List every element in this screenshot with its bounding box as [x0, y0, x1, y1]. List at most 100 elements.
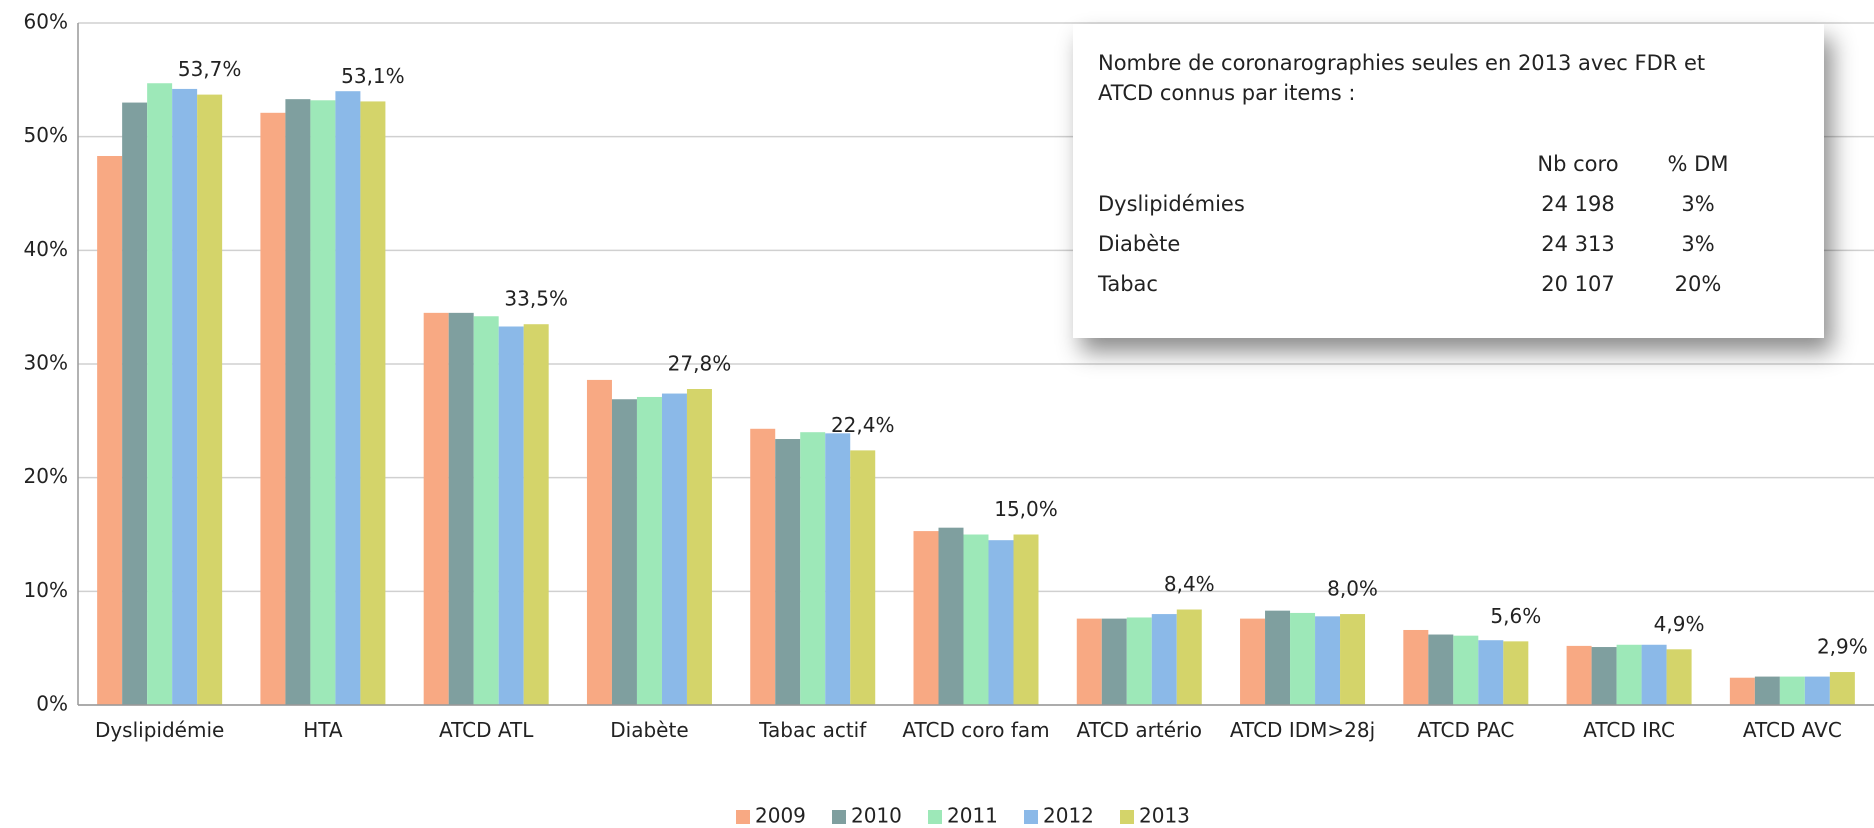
legend-swatch: [928, 810, 942, 824]
y-tick-label: 20%: [24, 464, 68, 488]
bar: [1340, 614, 1366, 705]
x-tick-label: HTA: [303, 718, 343, 742]
bar: [1101, 618, 1127, 705]
x-tick-label: ATCD AVC: [1742, 718, 1842, 742]
inset-box: Nombre de coronarographies seules en 201…: [1073, 24, 1824, 338]
bar: [938, 527, 964, 705]
inset-row: Diabète 24 313 3%: [1098, 224, 1758, 264]
y-tick-label: 40%: [24, 237, 68, 261]
data-label: 33,5%: [504, 287, 568, 311]
bar: [1566, 645, 1592, 705]
bar: [1240, 618, 1266, 705]
legend-label: 2010: [851, 804, 902, 828]
bar: [1729, 677, 1755, 705]
x-tick-label: ATCD PAC: [1417, 718, 1515, 742]
bar: [1503, 641, 1529, 705]
x-tick-label: Diabète: [610, 718, 689, 742]
bar: [661, 393, 687, 705]
bar: [285, 99, 311, 705]
bar: [1076, 618, 1102, 705]
bar: [611, 399, 637, 705]
bar: [586, 379, 612, 705]
bar: [423, 312, 449, 705]
data-label: 8,4%: [1164, 572, 1215, 596]
bar: [1315, 616, 1341, 705]
bar: [448, 312, 474, 705]
bar: [97, 155, 123, 706]
bar: [1779, 676, 1805, 705]
bar: [1453, 635, 1479, 705]
row-label: Tabac: [1098, 272, 1158, 296]
bar: [988, 540, 1014, 705]
bar: [172, 88, 198, 706]
bar: [1616, 644, 1642, 705]
legend-swatch: [1120, 810, 1134, 824]
cell: 3%: [1681, 192, 1715, 216]
y-tick-label: 50%: [24, 123, 68, 147]
data-label: 53,1%: [341, 64, 405, 88]
x-tick-label: Dyslipidémie: [94, 718, 225, 742]
y-tick-label: 60%: [24, 10, 68, 34]
data-label: 15,0%: [994, 497, 1058, 521]
inset-table: Nb coro % DM Dyslipidémies 24 198 3% Dia…: [1098, 144, 1758, 304]
row-label: Diabète: [1098, 232, 1181, 256]
bar: [1829, 672, 1855, 705]
data-label: 27,8%: [668, 352, 732, 376]
bar: [122, 102, 148, 706]
bar: [1290, 612, 1316, 705]
legend-label: 2009: [755, 804, 806, 828]
bar: [636, 396, 662, 705]
cell: 3%: [1681, 232, 1715, 256]
bar: [1126, 617, 1152, 705]
bar: [1754, 676, 1780, 705]
bar: [310, 100, 336, 705]
bar: [473, 316, 499, 705]
inset-row: Dyslipidémies 24 198 3%: [1098, 184, 1758, 224]
cell: 24 313: [1541, 232, 1615, 256]
column-header: % DM: [1667, 152, 1729, 176]
data-label: 4,9%: [1654, 612, 1705, 636]
legend-label: 2012: [1043, 804, 1094, 828]
bar: [260, 112, 286, 705]
x-tick-label: Tabac actif: [759, 718, 867, 742]
column-header: Nb coro: [1537, 152, 1619, 176]
bar: [498, 326, 524, 705]
data-label: 22,4%: [831, 413, 895, 437]
bar: [360, 101, 386, 706]
x-tick-label: ATCD IRC: [1583, 718, 1675, 742]
bar: [147, 83, 173, 705]
bar: [850, 450, 876, 705]
y-tick-label: 0%: [36, 692, 68, 716]
bar: [1151, 614, 1177, 705]
x-tick-label: ATCD coro fam: [902, 718, 1050, 742]
inset-header: Nb coro % DM: [1098, 144, 1758, 184]
legend-swatch: [832, 810, 846, 824]
x-tick-label: ATCD artério: [1076, 718, 1203, 742]
bar: [1591, 647, 1617, 705]
bar: [1641, 644, 1667, 705]
data-label: 8,0%: [1327, 577, 1378, 601]
bar: [963, 534, 989, 705]
inset-title: Nombre de coronarographies seules en 201…: [1098, 51, 1706, 105]
bar: [800, 432, 826, 705]
bar: [1666, 649, 1692, 705]
bar: [775, 439, 801, 705]
bar: [1013, 534, 1039, 705]
bar: [913, 531, 939, 705]
bar: [1428, 634, 1454, 705]
bar: [750, 428, 776, 705]
bar: [335, 91, 361, 705]
legend-swatch: [1024, 810, 1038, 824]
legend-label: 2011: [947, 804, 998, 828]
y-tick-label: 30%: [24, 351, 68, 375]
data-label: 2,9%: [1817, 635, 1868, 659]
cell: 20%: [1674, 272, 1722, 296]
cell: 24 198: [1541, 192, 1615, 216]
x-tick-label: ATCD IDM>28j: [1229, 718, 1376, 742]
legend-label: 2013: [1139, 804, 1190, 828]
legend-swatch: [736, 810, 750, 824]
row-label: Dyslipidémies: [1098, 192, 1245, 216]
bar: [1804, 676, 1830, 705]
